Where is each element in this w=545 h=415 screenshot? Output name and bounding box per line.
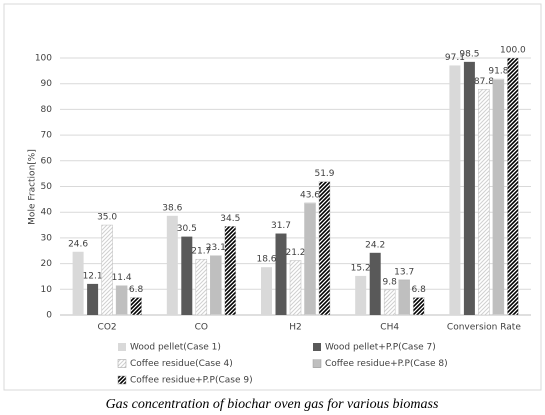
bar <box>304 202 316 316</box>
legend-swatch <box>118 343 126 351</box>
bar <box>166 215 178 315</box>
legend-swatch <box>117 375 127 385</box>
y-tick-label: 100 <box>35 54 52 64</box>
bar <box>72 251 84 315</box>
legend-label: Wood pellet+P.P(Case 7) <box>325 343 436 353</box>
bar <box>412 297 425 316</box>
value-label: 43.6 <box>300 190 320 200</box>
value-label: 21.2 <box>285 248 305 258</box>
bar <box>130 297 142 316</box>
value-label: 98.5 <box>459 49 479 59</box>
legend-swatch <box>312 359 322 368</box>
bar <box>355 275 367 315</box>
legend-swatch <box>313 343 321 351</box>
y-tick-label: 20 <box>41 259 53 269</box>
bar <box>210 255 222 316</box>
x-tick-label: Conversion Rate <box>447 323 521 333</box>
value-label: 24.2 <box>365 240 385 250</box>
bar <box>261 267 272 315</box>
legend-label: Coffee residue(Case 4) <box>130 359 233 369</box>
bar <box>492 78 505 316</box>
value-label: 21.7 <box>191 247 211 257</box>
value-label: 6.8 <box>129 285 144 295</box>
bar <box>224 226 237 316</box>
bar <box>507 57 519 316</box>
value-label: 13.7 <box>394 267 414 277</box>
legend-label: Wood pellet(Case 1) <box>130 343 221 353</box>
y-tick-label: 10 <box>41 285 53 295</box>
bar <box>449 65 461 315</box>
value-label: 15.2 <box>351 263 371 273</box>
value-label: 35.0 <box>97 213 117 223</box>
bar <box>101 224 113 316</box>
y-tick-label: 70 <box>41 131 53 141</box>
value-label: 18.6 <box>256 255 276 265</box>
value-label: 24.6 <box>68 239 88 249</box>
bar <box>289 260 302 316</box>
value-label: 23.1 <box>206 243 226 253</box>
bar <box>87 283 99 315</box>
x-tick-label: H2 <box>289 323 302 333</box>
y-axis-label: Mole Fraction[%] <box>28 149 38 225</box>
y-tick-label: 30 <box>41 233 53 243</box>
legend-label: Coffee residue+P.P(Case 9) <box>130 376 253 386</box>
bar <box>115 285 128 316</box>
value-label: 11.4 <box>112 273 132 283</box>
value-label: 12.1 <box>83 271 103 281</box>
legend-swatch <box>117 359 127 368</box>
value-label: 6.8 <box>412 285 427 295</box>
value-label: 87.8 <box>474 77 494 87</box>
value-label: 31.7 <box>271 221 291 231</box>
bar <box>383 289 396 316</box>
bar <box>275 233 287 315</box>
y-tick-label: 50 <box>41 182 53 192</box>
chart-border <box>3 3 542 391</box>
x-tick-label: CH4 <box>380 323 399 333</box>
value-label: 97.1 <box>445 53 465 63</box>
x-tick-label: CO <box>195 323 208 333</box>
value-label: 51.9 <box>314 169 334 179</box>
bar <box>181 236 193 315</box>
bar <box>398 279 410 316</box>
bar <box>318 181 331 316</box>
chart-title: Gas concentration of biochar oven gas fo… <box>106 397 439 412</box>
y-tick-label: 80 <box>41 105 53 115</box>
bar <box>478 89 490 316</box>
x-tick-label: CO2 <box>98 323 117 333</box>
bar <box>463 61 475 316</box>
value-label: 38.6 <box>162 203 182 213</box>
bar <box>369 252 381 315</box>
value-label: 100.0 <box>500 46 526 56</box>
legend-label: Coffee residue+P.P(Case 8) <box>325 359 448 369</box>
bar <box>195 258 208 316</box>
y-tick-label: 40 <box>41 208 53 218</box>
y-tick-label: 60 <box>41 156 53 166</box>
value-label: 30.5 <box>177 224 197 234</box>
value-label: 9.8 <box>383 277 398 287</box>
value-label: 91.8 <box>488 67 508 77</box>
value-label: 34.5 <box>220 214 240 224</box>
y-tick-label: 0 <box>46 311 52 321</box>
y-tick-label: 90 <box>41 79 53 89</box>
